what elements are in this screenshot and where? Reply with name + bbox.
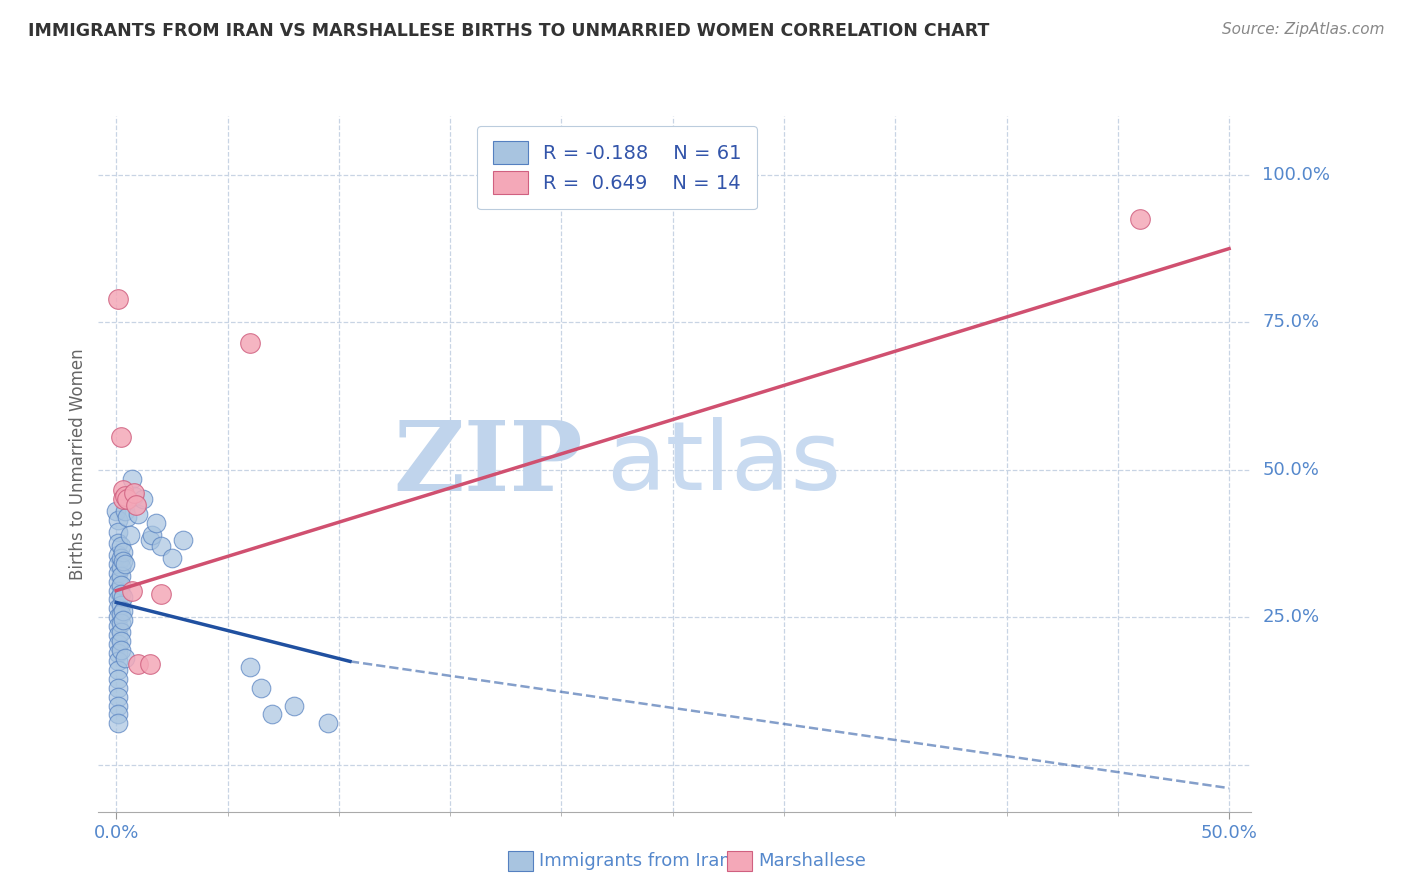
Text: ZIP: ZIP	[394, 417, 582, 511]
Point	[110, 569, 132, 583]
Y-axis label: Births to Unmarried Women: Births to Unmarried Women	[69, 348, 87, 580]
Point	[127, 507, 149, 521]
Point	[107, 536, 129, 550]
Point	[117, 509, 139, 524]
Point	[239, 335, 262, 350]
Point	[110, 624, 132, 639]
Point	[110, 633, 132, 648]
Point	[122, 486, 145, 500]
Text: atlas: atlas	[606, 417, 841, 510]
Point	[114, 489, 136, 503]
Point	[121, 583, 143, 598]
Point	[110, 430, 132, 444]
Text: IMMIGRANTS FROM IRAN VS MARSHALLESE BIRTHS TO UNMARRIED WOMEN CORRELATION CHART: IMMIGRANTS FROM IRAN VS MARSHALLESE BIRT…	[28, 22, 990, 40]
Point	[118, 527, 141, 541]
Text: Marshallese: Marshallese	[758, 852, 866, 870]
Point	[107, 524, 129, 539]
FancyBboxPatch shape	[508, 851, 533, 871]
Point	[138, 657, 160, 672]
Point	[107, 557, 129, 571]
Point	[239, 660, 262, 674]
Point	[107, 716, 129, 731]
Point	[122, 489, 145, 503]
Point	[316, 716, 339, 731]
Point	[105, 504, 128, 518]
Point	[107, 548, 129, 562]
Text: 25.0%: 25.0%	[1263, 608, 1320, 626]
Point	[107, 690, 129, 704]
Point	[250, 681, 273, 695]
Point	[127, 657, 149, 672]
Point	[111, 613, 134, 627]
Point	[111, 554, 134, 568]
Point	[107, 583, 129, 598]
Point	[117, 492, 139, 507]
Point	[107, 707, 129, 722]
Point	[172, 533, 194, 548]
Point	[110, 599, 132, 613]
Point	[111, 545, 134, 559]
Point	[111, 492, 134, 507]
Point	[107, 681, 129, 695]
Legend: R = -0.188    N = 61, R =  0.649    N = 14: R = -0.188 N = 61, R = 0.649 N = 14	[477, 126, 758, 210]
Point	[107, 610, 129, 624]
Text: 100.0%: 100.0%	[1263, 166, 1330, 184]
Point	[138, 533, 160, 548]
Point	[114, 504, 136, 518]
Point	[107, 672, 129, 686]
Point	[107, 698, 129, 713]
Text: Source: ZipAtlas.com: Source: ZipAtlas.com	[1222, 22, 1385, 37]
Point	[107, 663, 129, 677]
Text: Immigrants from Iran: Immigrants from Iran	[538, 852, 731, 870]
FancyBboxPatch shape	[727, 851, 752, 871]
Point	[107, 574, 129, 589]
Point	[110, 607, 132, 622]
Point	[107, 566, 129, 580]
Point	[114, 557, 136, 571]
Point	[110, 586, 132, 600]
Point	[132, 492, 155, 507]
Point	[114, 651, 136, 665]
Point	[160, 551, 183, 566]
Point	[149, 586, 172, 600]
Point	[141, 527, 163, 541]
Point	[260, 707, 283, 722]
Point	[107, 601, 129, 615]
Text: 75.0%: 75.0%	[1263, 313, 1320, 331]
Point	[125, 498, 148, 512]
Point	[107, 637, 129, 651]
Point	[110, 578, 132, 592]
Point	[149, 540, 172, 554]
Point	[283, 698, 305, 713]
Point	[1129, 212, 1152, 227]
Point	[107, 592, 129, 607]
Point	[107, 513, 129, 527]
Point	[145, 516, 167, 530]
Point	[107, 628, 129, 642]
Point	[110, 615, 132, 630]
Point	[110, 551, 132, 566]
Point	[111, 483, 134, 498]
Point	[111, 604, 134, 618]
Point	[107, 292, 129, 306]
Point	[110, 540, 132, 554]
Text: 50.0%: 50.0%	[1263, 461, 1319, 479]
Point	[107, 654, 129, 668]
Point	[110, 642, 132, 657]
Point	[107, 619, 129, 633]
Point	[110, 560, 132, 574]
Point	[107, 646, 129, 660]
Point	[121, 472, 143, 486]
Point	[111, 590, 134, 604]
